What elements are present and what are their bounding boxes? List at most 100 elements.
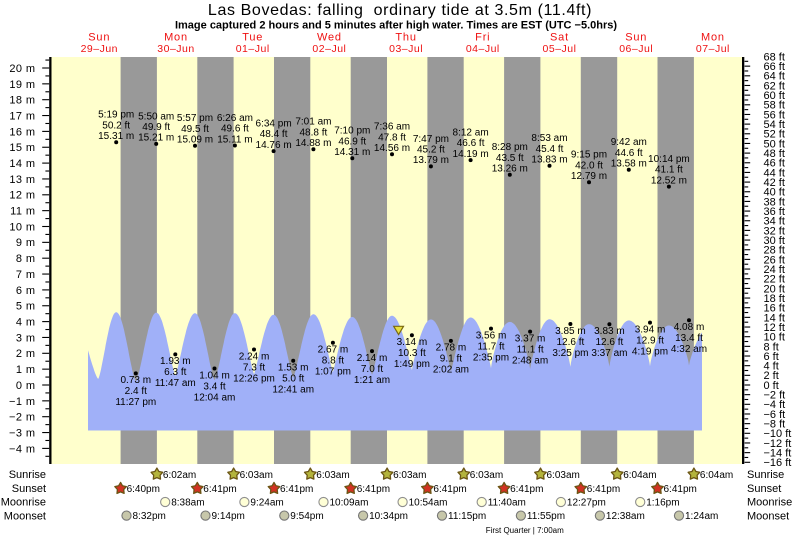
svg-text:12:38am: 12:38am: [606, 511, 645, 522]
svg-text:46.6 ft: 46.6 ft: [457, 138, 485, 149]
svg-text:24 ft: 24 ft: [764, 264, 785, 276]
svg-text:Sun: Sun: [88, 32, 110, 44]
svg-text:10:54am: 10:54am: [409, 498, 448, 509]
svg-text:6:41pm: 6:41pm: [357, 484, 390, 495]
svg-text:13.4 ft: 13.4 ft: [675, 333, 703, 344]
svg-text:34 ft: 34 ft: [764, 216, 785, 228]
svg-text:1:21 am: 1:21 am: [354, 375, 390, 386]
svg-text:14 m: 14 m: [9, 158, 35, 170]
svg-text:13 m: 13 m: [9, 174, 35, 186]
svg-text:9:15 pm: 9:15 pm: [571, 150, 607, 161]
svg-text:42 ft: 42 ft: [764, 177, 785, 189]
svg-text:40 ft: 40 ft: [764, 187, 785, 199]
svg-text:12:41 am: 12:41 am: [272, 385, 314, 396]
svg-text:18 m: 18 m: [9, 95, 35, 107]
svg-text:4 ft: 4 ft: [764, 361, 779, 373]
svg-text:Thu: Thu: [395, 32, 416, 44]
svg-text:18 ft: 18 ft: [764, 293, 785, 305]
svg-text:12.9 ft: 12.9 ft: [636, 335, 664, 346]
svg-text:10 m: 10 m: [9, 221, 35, 233]
svg-text:2.78 m: 2.78 m: [436, 343, 467, 354]
svg-text:Moonset: Moonset: [4, 510, 46, 522]
svg-text:13.58 m: 13.58 m: [611, 159, 647, 170]
svg-text:−16 ft: −16 ft: [764, 457, 792, 469]
svg-text:−12 ft: −12 ft: [764, 438, 792, 450]
svg-text:20 m: 20 m: [9, 63, 35, 75]
svg-text:6 m: 6 m: [16, 285, 36, 297]
svg-text:4.08 m: 4.08 m: [674, 322, 705, 333]
svg-text:9:42 am: 9:42 am: [611, 137, 647, 148]
svg-text:6 ft: 6 ft: [764, 351, 779, 363]
svg-text:2.24 m: 2.24 m: [239, 351, 270, 362]
svg-text:11:27 pm: 11:27 pm: [115, 397, 156, 408]
svg-text:12 ft: 12 ft: [764, 322, 785, 334]
svg-text:Moonset: Moonset: [747, 510, 789, 522]
svg-text:6:04am: 6:04am: [700, 470, 733, 481]
svg-text:Mon: Mon: [164, 32, 188, 44]
svg-text:22 ft: 22 ft: [764, 274, 785, 286]
svg-text:36 ft: 36 ft: [764, 206, 785, 218]
svg-text:Moonrise: Moonrise: [1, 497, 46, 509]
svg-text:15.21 m: 15.21 m: [138, 133, 174, 144]
svg-text:45.4 ft: 45.4 ft: [536, 144, 564, 155]
svg-text:6:41pm: 6:41pm: [510, 484, 543, 495]
svg-text:Sun: Sun: [625, 32, 647, 44]
svg-text:68 ft: 68 ft: [764, 51, 785, 63]
svg-text:7.3 ft: 7.3 ft: [243, 362, 265, 373]
svg-text:3.56 m: 3.56 m: [476, 330, 507, 341]
svg-text:2:35 pm: 2:35 pm: [473, 352, 509, 363]
svg-text:32 ft: 32 ft: [764, 225, 785, 237]
svg-text:30–Jun: 30–Jun: [157, 43, 194, 55]
svg-text:66 ft: 66 ft: [764, 61, 785, 73]
svg-text:8:53 am: 8:53 am: [531, 133, 567, 144]
svg-text:10:14 pm: 10:14 pm: [648, 154, 690, 165]
svg-text:01–Jul: 01–Jul: [236, 43, 270, 55]
svg-text:12.6 ft: 12.6 ft: [556, 337, 584, 348]
svg-text:47.8 ft: 47.8 ft: [378, 132, 406, 143]
svg-text:Image captured 2 hours and 5 m: Image captured 2 hours and 5 minutes aft…: [175, 20, 617, 32]
svg-text:49.5 ft: 49.5 ft: [181, 124, 209, 135]
svg-text:16 ft: 16 ft: [764, 303, 785, 315]
svg-text:2.67 m: 2.67 m: [318, 345, 349, 356]
svg-text:49.6 ft: 49.6 ft: [221, 124, 249, 135]
svg-text:49.9 ft: 49.9 ft: [142, 122, 170, 133]
svg-text:10.3 ft: 10.3 ft: [398, 348, 426, 359]
svg-text:06–Jul: 06–Jul: [619, 43, 653, 55]
svg-text:11.1 ft: 11.1 ft: [517, 344, 544, 355]
svg-text:12 m: 12 m: [9, 190, 35, 202]
svg-text:−2 m: −2 m: [9, 412, 35, 424]
svg-text:10:09am: 10:09am: [330, 498, 369, 509]
svg-text:15 m: 15 m: [9, 142, 35, 154]
svg-text:11.7 ft: 11.7 ft: [477, 341, 504, 352]
svg-text:3.4 ft: 3.4 ft: [203, 381, 225, 392]
svg-text:02–Jul: 02–Jul: [312, 43, 346, 55]
svg-text:4 m: 4 m: [16, 317, 36, 329]
svg-text:First Quarter | 7:00am: First Quarter | 7:00am: [486, 526, 564, 535]
svg-text:6:03am: 6:03am: [316, 470, 349, 481]
svg-text:3:37 am: 3:37 am: [591, 348, 627, 359]
svg-text:03–Jul: 03–Jul: [389, 43, 423, 55]
svg-text:12.52 m: 12.52 m: [651, 175, 687, 186]
svg-text:8:28 pm: 8:28 pm: [492, 142, 528, 153]
svg-text:1:07 pm: 1:07 pm: [315, 367, 351, 378]
svg-text:19 m: 19 m: [9, 79, 35, 91]
svg-text:50 ft: 50 ft: [764, 138, 785, 150]
svg-text:6:03am: 6:03am: [547, 470, 580, 481]
svg-text:14.19 m: 14.19 m: [453, 149, 489, 160]
svg-text:6:41pm: 6:41pm: [587, 484, 620, 495]
svg-text:3.85 m: 3.85 m: [555, 326, 586, 337]
svg-text:Moonrise: Moonrise: [747, 497, 792, 509]
svg-text:3:25 pm: 3:25 pm: [552, 348, 588, 359]
svg-text:9:24am: 9:24am: [250, 498, 283, 509]
svg-text:12.79 m: 12.79 m: [571, 171, 607, 182]
svg-text:44 ft: 44 ft: [764, 167, 785, 179]
svg-text:Mon: Mon: [701, 32, 725, 44]
svg-text:5:50 am: 5:50 am: [138, 111, 174, 122]
svg-text:11:40am: 11:40am: [488, 498, 526, 509]
svg-text:46.9 ft: 46.9 ft: [338, 136, 366, 147]
svg-text:0 ft: 0 ft: [764, 380, 779, 392]
svg-text:7:01 am: 7:01 am: [295, 117, 331, 128]
svg-text:45.2 ft: 45.2 ft: [417, 145, 445, 156]
svg-text:14 ft: 14 ft: [764, 312, 785, 324]
svg-text:12.6 ft: 12.6 ft: [595, 337, 623, 348]
